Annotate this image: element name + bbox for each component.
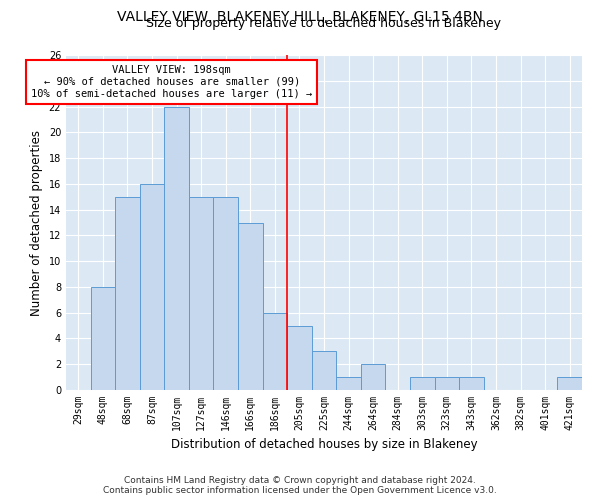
Text: VALLEY VIEW: 198sqm
← 90% of detached houses are smaller (99)
10% of semi-detach: VALLEY VIEW: 198sqm ← 90% of detached ho… [31,66,312,98]
Bar [312,352,336,390]
Text: Contains HM Land Registry data © Crown copyright and database right 2024.
Contai: Contains HM Land Registry data © Crown c… [103,476,497,495]
Bar [361,364,385,390]
Bar [410,377,434,390]
Bar [164,106,189,390]
Bar [459,377,484,390]
Y-axis label: Number of detached properties: Number of detached properties [30,130,43,316]
Bar [115,196,140,390]
Bar [189,196,214,390]
X-axis label: Distribution of detached houses by size in Blakeney: Distribution of detached houses by size … [170,438,478,452]
Bar [434,377,459,390]
Bar [557,377,582,390]
Bar [238,222,263,390]
Text: VALLEY VIEW, BLAKENEY HILL, BLAKENEY, GL15 4BN: VALLEY VIEW, BLAKENEY HILL, BLAKENEY, GL… [117,10,483,24]
Bar [287,326,312,390]
Bar [336,377,361,390]
Bar [214,196,238,390]
Bar [140,184,164,390]
Title: Size of property relative to detached houses in Blakeney: Size of property relative to detached ho… [146,17,502,30]
Bar [263,312,287,390]
Bar [91,287,115,390]
